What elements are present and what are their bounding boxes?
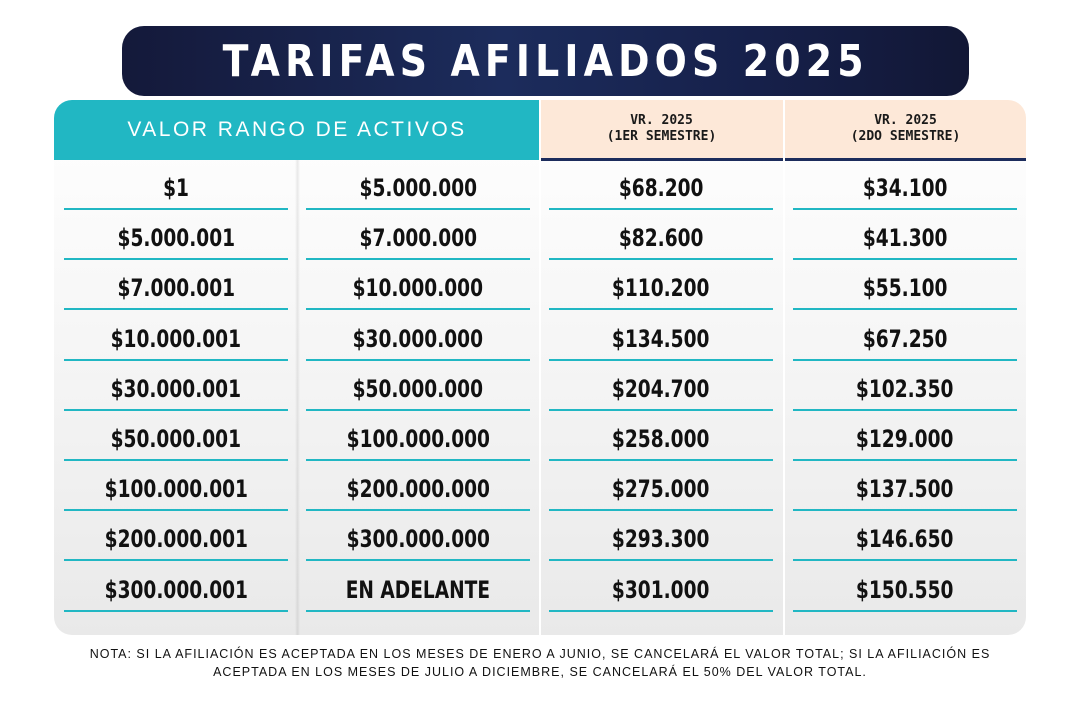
cell-semester-2-value: $55.100 (793, 260, 1017, 311)
cell-range-from: $200.000.001 (64, 511, 288, 562)
cell-semester-1-value: $204.700 (549, 361, 773, 411)
page-title: TARIFAS AFILIADOS 2025 (222, 35, 869, 87)
cell-semester-2-value: $129.000 (793, 411, 1017, 461)
table-row: $100.000.001 $200.000.000 $275.000 $137.… (54, 461, 1026, 512)
cell-semester-1-value: $82.600 (549, 210, 773, 261)
cell-semester-2-value: $137.500 (793, 461, 1017, 512)
cell-range-from: $100.000.001 (64, 461, 288, 512)
table-row: $300.000.001 EN ADELANTE $301.000 $150.5… (54, 562, 1026, 612)
cell-range-to: $200.000.000 (306, 461, 530, 512)
table-row: $5.000.001 $7.000.000 $82.600 $41.300 (54, 210, 1026, 261)
header-semester-1: VR. 2025 (1ER SEMESTRE) (540, 100, 783, 161)
footnote-line-1: NOTA: SI LA AFILIACIÓN ES ACEPTADA EN LO… (89, 647, 991, 661)
header-semester-2: VR. 2025 (2DO SEMESTRE) (785, 100, 1026, 161)
cell-semester-2-value: $150.550 (793, 562, 1017, 612)
table-row: $1 $5.000.000 $68.200 $34.100 (54, 160, 1026, 210)
cell-semester-2-value: $67.250 (793, 311, 1017, 361)
cell-range-from: $10.000.001 (64, 311, 288, 361)
cell-semester-2-value: $34.100 (793, 160, 1017, 210)
cell-range-to: $30.000.000 (306, 311, 530, 361)
header-semester-1-line1: VR. 2025 (630, 113, 693, 128)
cell-range-from: $30.000.001 (64, 361, 288, 411)
header-semester-2-line1: VR. 2025 (874, 113, 937, 128)
title-banner: TARIFAS AFILIADOS 2025 (122, 26, 969, 96)
footnote: NOTA: SI LA AFILIACIÓN ES ACEPTADA EN LO… (40, 645, 1040, 681)
header-range: VALOR RANGO DE ACTIVOS (54, 100, 540, 160)
table-row: $50.000.001 $100.000.000 $258.000 $129.0… (54, 411, 1026, 461)
cell-range-from: $1 (64, 160, 288, 210)
cell-semester-1-value: $134.500 (549, 311, 773, 361)
footnote-line-2: ACEPTADA EN LOS MESES DE JULIO A DICIEMB… (213, 665, 867, 679)
table-row: $30.000.001 $50.000.000 $204.700 $102.35… (54, 361, 1026, 411)
cell-semester-1-value: $293.300 (549, 511, 773, 562)
rates-table: VALOR RANGO DE ACTIVOS VR. 2025 (1ER SEM… (54, 100, 1026, 635)
cell-semester-1-value: $301.000 (549, 562, 773, 612)
cell-semester-1-value: $68.200 (549, 160, 773, 210)
cell-range-from: $7.000.001 (64, 260, 288, 311)
cell-semester-2-value: $102.350 (793, 361, 1017, 411)
cell-range-from: $5.000.001 (64, 210, 288, 261)
header-range-label: VALOR RANGO DE ACTIVOS (127, 118, 467, 141)
cell-semester-1-value: $258.000 (549, 411, 773, 461)
column-divider (783, 100, 785, 635)
cell-semester-2-value: $146.650 (793, 511, 1017, 562)
table-row: $200.000.001 $300.000.000 $293.300 $146.… (54, 511, 1026, 562)
column-divider (539, 100, 541, 635)
cell-semester-2-value: $41.300 (793, 210, 1017, 261)
table-row: $10.000.001 $30.000.000 $134.500 $67.250 (54, 311, 1026, 361)
cell-range-to: $7.000.000 (306, 210, 530, 261)
cell-range-from: $300.000.001 (64, 562, 288, 612)
cell-range-to: $300.000.000 (306, 511, 530, 562)
cell-semester-1-value: $110.200 (549, 260, 773, 311)
table-body: $1 $5.000.000 $68.200 $34.100 $5.000.001… (54, 160, 1026, 612)
cell-range-to: EN ADELANTE (306, 562, 530, 612)
cell-range-to: $10.000.000 (306, 260, 530, 311)
table-row: $7.000.001 $10.000.000 $110.200 $55.100 (54, 260, 1026, 311)
cell-range-from: $50.000.001 (64, 411, 288, 461)
header-semester-2-line2: (2DO SEMESTRE) (850, 129, 961, 144)
cell-semester-1-value: $275.000 (549, 461, 773, 512)
header-semester-1-line2: (1ER SEMESTRE) (606, 129, 717, 144)
cell-range-to: $50.000.000 (306, 361, 530, 411)
column-divider (295, 160, 300, 635)
cell-range-to: $5.000.000 (306, 160, 530, 210)
cell-range-to: $100.000.000 (306, 411, 530, 461)
